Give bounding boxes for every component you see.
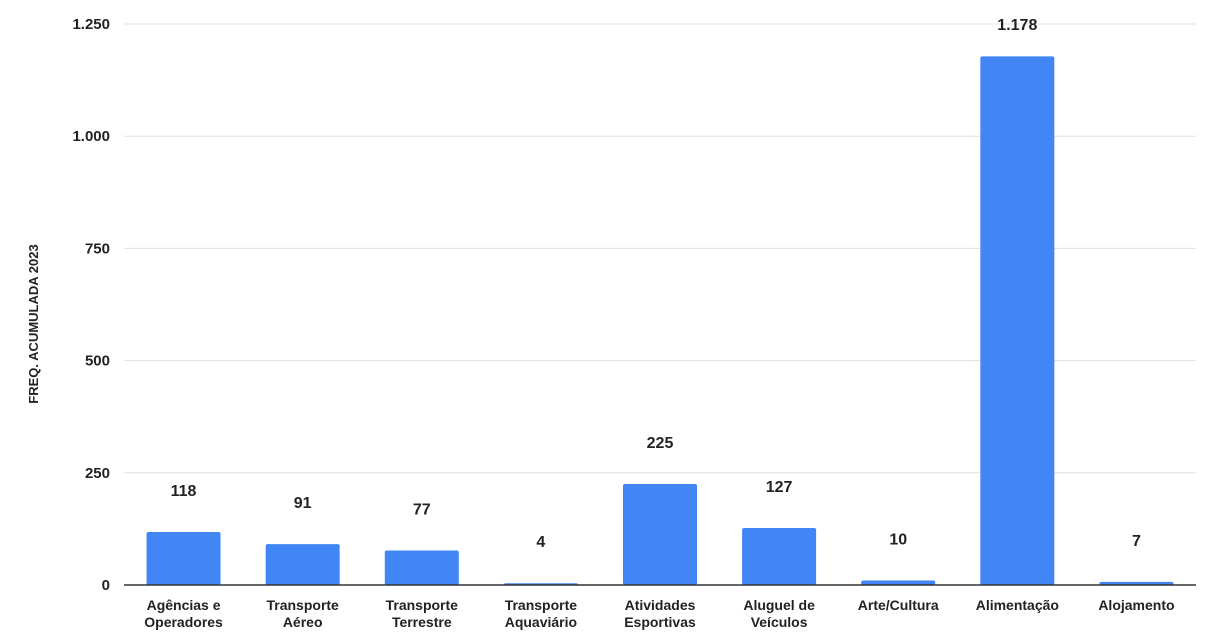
data-label: 77: [413, 501, 431, 518]
data-label: 7: [1132, 533, 1141, 550]
bar: [265, 544, 340, 585]
category-label: Alimentação: [976, 597, 1059, 613]
bar: [1099, 581, 1174, 585]
y-tick-labels: 0 250 500 750 1.000 1.250: [72, 16, 110, 594]
category-label: Aluguel de Veículos: [743, 597, 815, 630]
category-label: Arte/Cultura: [858, 597, 939, 613]
category-label: Transporte Aquaviário: [505, 597, 578, 630]
data-label: 1.178: [997, 17, 1037, 34]
bars: [146, 56, 1174, 585]
data-label: 91: [294, 495, 312, 512]
bar: [384, 550, 459, 585]
bar: [146, 532, 221, 585]
y-tick-label: 250: [85, 465, 110, 482]
bar: [623, 484, 697, 585]
category-labels: Agências e Operadores Transporte Aéreo Trans…: [144, 597, 1174, 630]
bar: [861, 580, 936, 585]
data-label: 127: [766, 479, 793, 496]
y-tick-label: 0: [102, 577, 110, 594]
category-label: Alojamento: [1098, 597, 1174, 613]
data-label: 4: [536, 534, 545, 551]
y-tick-label: 1.000: [72, 128, 110, 145]
data-label: 10: [889, 532, 907, 549]
category-label: Agências e Operadores: [144, 597, 223, 630]
data-label: 225: [647, 435, 674, 452]
bar: [742, 528, 817, 585]
y-tick-label: 750: [85, 240, 110, 257]
category-label: Transporte Terrestre: [386, 597, 459, 630]
category-label: Atividades Esportivas: [624, 597, 696, 630]
data-label: 118: [171, 483, 197, 500]
bar: [980, 56, 1055, 585]
y-tick-label: 500: [85, 353, 110, 370]
y-tick-label: 1.250: [72, 16, 110, 33]
category-label: Transporte Aéreo: [266, 597, 339, 630]
data-labels: 118 91 77 4 225 127 10 1.178 7: [171, 17, 1141, 551]
y-axis-title: FREQ. ACUMULADA 2023: [26, 244, 41, 403]
